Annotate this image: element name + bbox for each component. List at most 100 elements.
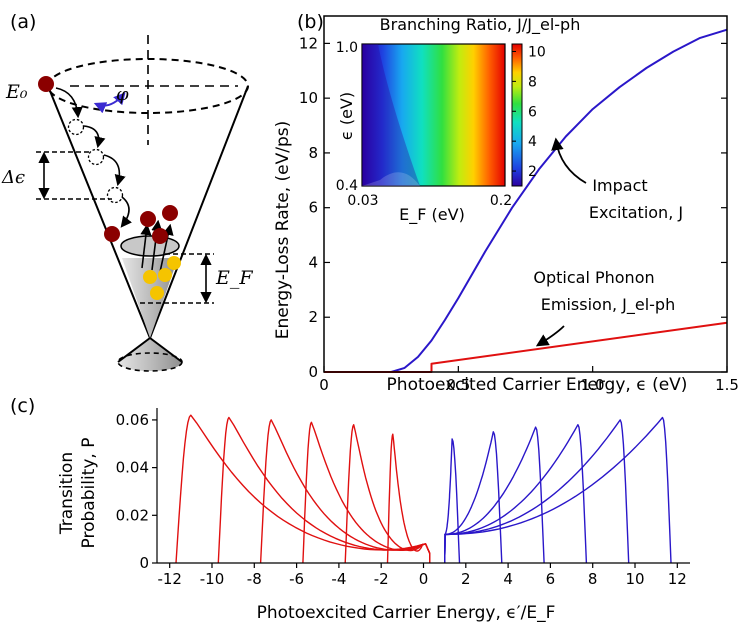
red-transition-curve [302, 421, 431, 564]
delta-eps-label: Δϵ [1, 167, 25, 188]
impact-annotation-line2: Excitation, J [589, 203, 683, 222]
c-ytick-label: 0.04 [116, 459, 149, 477]
blue-transition-curve [444, 426, 545, 564]
upper-cone [47, 35, 249, 339]
c-ylabel-line1: Transition [57, 452, 77, 535]
c-xtick-label: 0 [419, 570, 429, 588]
lower-cone-fill [118, 338, 182, 371]
inset-xlabel: E_F (eV) [399, 205, 465, 225]
phi-label: φ [116, 84, 129, 105]
blue-transition-curve [444, 431, 503, 564]
lower-cone [117, 337, 183, 372]
inset-xtick-left: 0.03 [347, 193, 378, 209]
b-ytick-label: 8 [308, 144, 318, 162]
b-xtick-label: 0.5 [446, 376, 470, 394]
blue-transition-curve [444, 438, 461, 564]
impact-excitation-line [324, 28, 728, 373]
b-xlabel: Photoexcited Carrier Energy, ϵ (eV) [387, 375, 688, 395]
c-xtick-label: 6 [546, 570, 556, 588]
c-xtick-label: -10 [200, 570, 225, 588]
b-ytick-label: 10 [299, 89, 318, 107]
colorbar-tick-label: 4 [528, 134, 537, 150]
impact-annotation-line1: Impact [592, 176, 647, 195]
inset-ylabel: ϵ (eV) [337, 92, 356, 140]
b-ytick-label: 4 [308, 253, 318, 271]
blue-transition-curve [444, 419, 630, 564]
red-transition-curve [217, 416, 431, 564]
c-xtick-label: 8 [588, 570, 598, 588]
c-xtick-label: -12 [157, 570, 182, 588]
c-ytick-label: 0 [139, 554, 149, 572]
panel-c-label: (c) [10, 395, 35, 417]
phonon-annotation-line2: Emission, J_el-ph [541, 295, 675, 315]
cascade-arrow [83, 125, 106, 149]
inset-heatmap-shade [362, 44, 420, 186]
b-ytick-label: 12 [299, 34, 318, 52]
c-ytick-label: 0.02 [116, 506, 149, 524]
hole [167, 256, 181, 270]
c-xtick-label: -4 [331, 570, 346, 588]
panel-a: (a) φ E₀ [1, 11, 253, 372]
excitation-arrow [140, 223, 152, 269]
cascade-state [87, 148, 105, 166]
colorbar-tick-label: 8 [528, 74, 537, 90]
cone-left-edge [47, 85, 151, 339]
excited-electron [162, 205, 178, 221]
c-ticks: -12 -10 -8 -6 -4 -2 0 2 4 6 8 10 12 0 0.02 0.04 0.06 [116, 411, 687, 588]
lower-cone-rim [117, 352, 183, 372]
c-xtick-label: 12 [668, 570, 687, 588]
excitation-arrow [159, 223, 174, 273]
fermi-surface [120, 235, 180, 257]
cascade-state [67, 118, 85, 136]
c-xtick-label: -6 [289, 570, 304, 588]
phonon-annotation-arrow [535, 325, 565, 347]
phonon-emission-line [324, 321, 728, 373]
inset-colorbar-ticks: 2 4 6 8 10 [512, 44, 546, 180]
panel-c: (c) Transition Probability, P Photoexcit… [10, 395, 690, 623]
inset-colorbar [511, 43, 523, 187]
c-lines [175, 414, 672, 564]
cascade-arrow [120, 196, 132, 228]
inset-heatmap-highlight [362, 172, 420, 186]
b-xtick-label: 1.0 [581, 376, 605, 394]
phi-arrow [93, 92, 126, 114]
c-xtick-label: 2 [461, 570, 471, 588]
hole [150, 286, 164, 300]
colorbar-tick-label: 2 [528, 164, 537, 180]
initial-electron [38, 76, 54, 92]
c-xtick-label: -2 [374, 570, 389, 588]
b-ytick-label: 2 [308, 308, 318, 326]
c-xlabel: Photoexcited Carrier Energy, ϵ′/E_F [257, 603, 556, 623]
red-transition-curve [344, 424, 431, 564]
e0-label: E₀ [5, 81, 28, 103]
blue-transition-curve [444, 424, 588, 564]
c-ylabel-line2: Probability, P [79, 438, 99, 549]
blue-transition-curve [444, 416, 672, 564]
c-xtick-label: -8 [247, 570, 262, 588]
ef-label: E_F [215, 267, 253, 289]
inset-ytick-bottom: 0.4 [336, 178, 358, 194]
inset-ytick-top: 1.0 [336, 40, 358, 56]
cascade-arrow [55, 87, 83, 119]
b-xtick-label: 1.5 [715, 376, 739, 394]
hole [158, 268, 172, 282]
colorbar-tick-label: 10 [528, 44, 546, 60]
excited-electron [140, 211, 156, 227]
cascade-arrow [103, 154, 126, 187]
hole [143, 270, 157, 284]
colorbar-tick-label: 6 [528, 104, 537, 120]
b-plot-frame [323, 15, 728, 373]
cascade-state [106, 186, 124, 204]
panel-b-label: (b) [297, 11, 324, 33]
inset-heatmap-area [361, 43, 506, 187]
inset-xtick-right: 0.2 [490, 193, 512, 209]
lower-cone-right [149, 337, 183, 363]
b-ticks: 0 0.5 1.0 1.5 0 2 4 6 8 10 12 [299, 34, 739, 394]
c-xtick-label: 4 [503, 570, 513, 588]
lower-cone-left [117, 337, 151, 363]
panel-a-label: (a) [10, 11, 36, 33]
c-ytick-label: 0.06 [116, 411, 149, 429]
phonon-annotation-line1: Optical Phonon [533, 268, 654, 287]
b-ytick-label: 6 [308, 199, 318, 217]
